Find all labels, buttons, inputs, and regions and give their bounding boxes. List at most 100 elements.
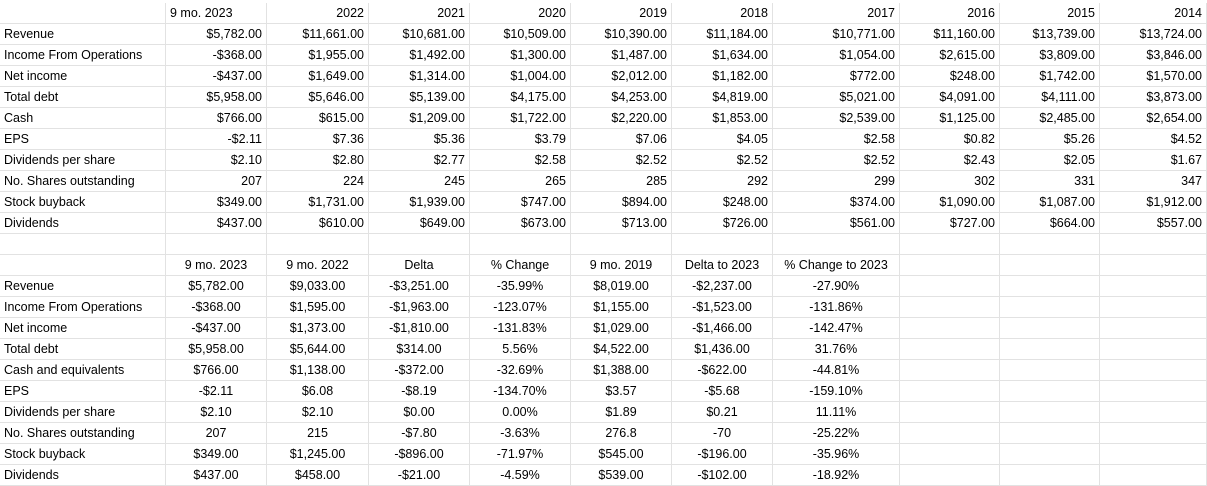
value-cell[interactable]: $673.00 (470, 213, 571, 234)
value-cell[interactable]: $2,539.00 (773, 108, 900, 129)
empty-cell[interactable] (900, 339, 1000, 360)
empty-cell[interactable] (900, 423, 1000, 444)
value-cell[interactable]: $2.05 (1000, 150, 1100, 171)
value-cell[interactable]: -$368.00 (166, 45, 267, 66)
column-header[interactable]: 2020 (470, 3, 571, 24)
value-cell[interactable]: -$5.68 (672, 381, 773, 402)
value-cell[interactable]: $3,846.00 (1100, 45, 1207, 66)
value-cell[interactable]: $1.89 (571, 402, 672, 423)
value-cell[interactable]: $1,373.00 (267, 318, 369, 339)
column-header[interactable]: 2018 (672, 3, 773, 24)
row-label[interactable]: Dividends (0, 465, 166, 486)
value-cell[interactable]: -$896.00 (369, 444, 470, 465)
column-header[interactable]: 2014 (1100, 3, 1207, 24)
value-cell[interactable]: $5,958.00 (166, 87, 267, 108)
value-cell[interactable]: $4,522.00 (571, 339, 672, 360)
value-cell[interactable]: $1.67 (1100, 150, 1207, 171)
value-cell[interactable]: 31.76% (773, 339, 900, 360)
value-cell[interactable]: $726.00 (672, 213, 773, 234)
value-cell[interactable]: $2.52 (773, 150, 900, 171)
empty-cell[interactable] (1000, 297, 1100, 318)
empty-cell[interactable] (571, 234, 672, 255)
value-cell[interactable]: $2.77 (369, 150, 470, 171)
value-cell[interactable]: $1,155.00 (571, 297, 672, 318)
value-cell[interactable]: $2.52 (571, 150, 672, 171)
value-cell[interactable]: 11.11% (773, 402, 900, 423)
column-header[interactable]: 2016 (900, 3, 1000, 24)
value-cell[interactable]: $2,012.00 (571, 66, 672, 87)
empty-cell[interactable] (0, 234, 166, 255)
empty-cell[interactable] (900, 402, 1000, 423)
empty-cell[interactable] (900, 234, 1000, 255)
value-cell[interactable]: $0.00 (369, 402, 470, 423)
empty-cell[interactable] (1000, 360, 1100, 381)
value-cell[interactable]: 292 (672, 171, 773, 192)
value-cell[interactable]: $10,509.00 (470, 24, 571, 45)
value-cell[interactable]: $1,570.00 (1100, 66, 1207, 87)
value-cell[interactable]: $2,615.00 (900, 45, 1000, 66)
value-cell[interactable]: -3.63% (470, 423, 571, 444)
value-cell[interactable]: -159.10% (773, 381, 900, 402)
value-cell[interactable]: -131.83% (470, 318, 571, 339)
value-cell[interactable]: $248.00 (900, 66, 1000, 87)
value-cell[interactable]: $5.36 (369, 129, 470, 150)
row-label[interactable]: Cash and equivalents (0, 360, 166, 381)
column-header[interactable]: Delta (369, 255, 470, 276)
column-header[interactable]: 2019 (571, 3, 672, 24)
value-cell[interactable]: $615.00 (267, 108, 369, 129)
empty-cell[interactable] (1100, 360, 1207, 381)
empty-cell[interactable] (1100, 465, 1207, 486)
empty-cell[interactable] (1100, 255, 1207, 276)
value-cell[interactable]: $4,175.00 (470, 87, 571, 108)
value-cell[interactable]: $0.82 (900, 129, 1000, 150)
value-cell[interactable]: $5,782.00 (166, 24, 267, 45)
value-cell[interactable]: -$1,810.00 (369, 318, 470, 339)
column-header[interactable]: Delta to 2023 (672, 255, 773, 276)
row-label[interactable]: Stock buyback (0, 192, 166, 213)
value-cell[interactable]: $747.00 (470, 192, 571, 213)
row-label[interactable]: Cash (0, 108, 166, 129)
value-cell[interactable]: -123.07% (470, 297, 571, 318)
empty-cell[interactable] (900, 381, 1000, 402)
value-cell[interactable]: $5,782.00 (166, 276, 267, 297)
value-cell[interactable]: $6.08 (267, 381, 369, 402)
value-cell[interactable]: $1,029.00 (571, 318, 672, 339)
value-cell[interactable]: $5,958.00 (166, 339, 267, 360)
row-label[interactable]: EPS (0, 129, 166, 150)
value-cell[interactable]: $557.00 (1100, 213, 1207, 234)
empty-cell[interactable] (369, 234, 470, 255)
value-cell[interactable]: -$196.00 (672, 444, 773, 465)
value-cell[interactable]: 224 (267, 171, 369, 192)
row-label[interactable]: Revenue (0, 24, 166, 45)
empty-cell[interactable] (672, 234, 773, 255)
value-cell[interactable]: -$2.11 (166, 381, 267, 402)
value-cell[interactable]: $3,873.00 (1100, 87, 1207, 108)
row-label[interactable]: Income From Operations (0, 297, 166, 318)
value-cell[interactable]: -$1,466.00 (672, 318, 773, 339)
empty-cell[interactable] (1000, 402, 1100, 423)
value-cell[interactable]: $0.21 (672, 402, 773, 423)
value-cell[interactable]: 331 (1000, 171, 1100, 192)
value-cell[interactable]: $649.00 (369, 213, 470, 234)
column-header[interactable]: 2015 (1000, 3, 1100, 24)
empty-cell[interactable] (1000, 339, 1100, 360)
value-cell[interactable]: $2.80 (267, 150, 369, 171)
value-cell[interactable]: $1,054.00 (773, 45, 900, 66)
value-cell[interactable]: $1,487.00 (571, 45, 672, 66)
value-cell[interactable]: -35.99% (470, 276, 571, 297)
column-header[interactable]: 2021 (369, 3, 470, 24)
value-cell[interactable]: $1,731.00 (267, 192, 369, 213)
empty-cell[interactable] (900, 465, 1000, 486)
value-cell[interactable]: 276.8 (571, 423, 672, 444)
value-cell[interactable]: $2.10 (267, 402, 369, 423)
value-cell[interactable]: $1,090.00 (900, 192, 1000, 213)
value-cell[interactable]: $8,019.00 (571, 276, 672, 297)
value-cell[interactable]: -$2.11 (166, 129, 267, 150)
row-label[interactable]: Net income (0, 66, 166, 87)
value-cell[interactable]: $7.06 (571, 129, 672, 150)
value-cell[interactable]: $248.00 (672, 192, 773, 213)
row-label[interactable]: Dividends per share (0, 150, 166, 171)
empty-cell[interactable] (0, 255, 166, 276)
empty-cell[interactable] (1100, 276, 1207, 297)
value-cell[interactable]: $11,661.00 (267, 24, 369, 45)
